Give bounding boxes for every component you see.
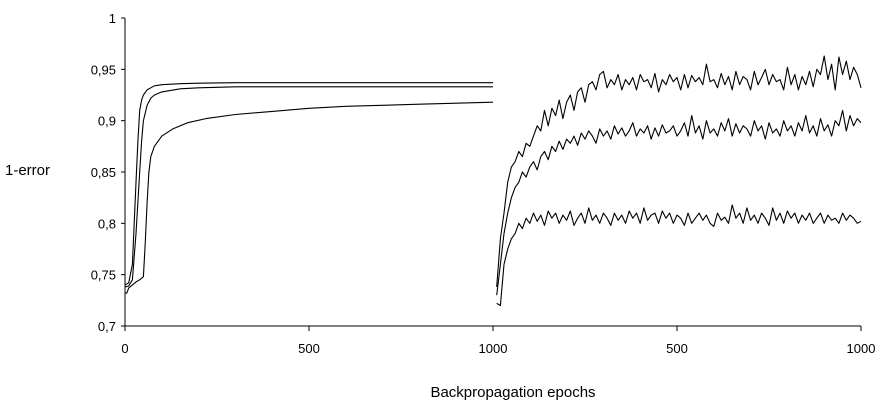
y-tick-label: 0,95 bbox=[91, 62, 116, 77]
y-tick-label: 0,7 bbox=[98, 319, 116, 334]
x-tick-label: 0 bbox=[121, 341, 128, 356]
series-line-panel1-1 bbox=[124, 82, 493, 286]
y-tick-label: 0,85 bbox=[91, 165, 116, 180]
x-tick-label: 500 bbox=[666, 341, 688, 356]
series-layer bbox=[124, 55, 862, 307]
x-tick-label: 1000 bbox=[479, 341, 508, 356]
series-line-panel2-2 bbox=[496, 109, 862, 296]
x-tick-label: 1000 bbox=[847, 341, 876, 356]
x-tick-label: 500 bbox=[298, 341, 320, 356]
axes: 0,7 0,75 0,8 0,85 0,9 0,95 1 0 500 1000 500 1000 bbox=[91, 11, 876, 356]
y-tick-label: 0,9 bbox=[98, 114, 116, 129]
y-axis-title: 1-error bbox=[5, 162, 50, 179]
series-line-panel1-3 bbox=[125, 101, 494, 294]
series-line-panel1-2 bbox=[124, 86, 493, 288]
series-line-panel2-3 bbox=[496, 204, 862, 307]
y-tick-label: 0,8 bbox=[98, 216, 116, 231]
x-axis-title: Backpropagation epochs bbox=[430, 384, 595, 401]
y-tick-label: 1 bbox=[109, 11, 116, 26]
y-tick-label: 0,75 bbox=[91, 268, 116, 283]
series-line-panel2-1 bbox=[496, 55, 862, 288]
